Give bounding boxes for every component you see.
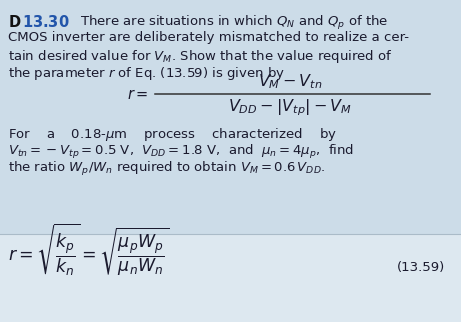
Text: $r =$: $r =$	[126, 87, 148, 101]
Text: (13.59): (13.59)	[397, 260, 445, 273]
Text: the parameter $r$ of Eq. (13.59) is given by: the parameter $r$ of Eq. (13.59) is give…	[8, 65, 285, 82]
Text: There are situations in which $Q_N$ and $Q_p$ of the: There are situations in which $Q_N$ and …	[80, 14, 388, 32]
Text: $\mathbf{13.30}$: $\mathbf{13.30}$	[22, 14, 70, 30]
Text: For    a    0.18-$\mu$m    process    characterized    by: For a 0.18-$\mu$m process characterized …	[8, 126, 337, 143]
Text: $V_{tn} = -V_{tp} = 0.5$ V,  $V_{DD} = 1.8$ V,  and  $\mu_n = 4\mu_p$,  find: $V_{tn} = -V_{tp} = 0.5$ V, $V_{DD} = 1.…	[8, 143, 354, 161]
Bar	[0, 234, 461, 322]
Text: $V_M - V_{tn}$: $V_M - V_{tn}$	[258, 73, 322, 91]
Text: $r = \sqrt{\dfrac{k_p}{k_n}} = \sqrt{\dfrac{\mu_p W_p}{\mu_n W_n}}$: $r = \sqrt{\dfrac{k_p}{k_n}} = \sqrt{\df…	[8, 222, 169, 278]
Text: $\mathbf{D}$: $\mathbf{D}$	[8, 14, 21, 30]
Text: the ratio $W_p / W_n$ required to obtain $V_M = 0.6\,V_{DD}$.: the ratio $W_p / W_n$ required to obtain…	[8, 160, 325, 178]
Text: tain desired value for $V_M$. Show that the value required of: tain desired value for $V_M$. Show that …	[8, 48, 392, 65]
Text: CMOS inverter are deliberately mismatched to realize a cer-: CMOS inverter are deliberately mismatche…	[8, 31, 409, 44]
Text: $V_{DD} - |V_{tp}| - V_M$: $V_{DD} - |V_{tp}| - V_M$	[228, 98, 352, 118]
